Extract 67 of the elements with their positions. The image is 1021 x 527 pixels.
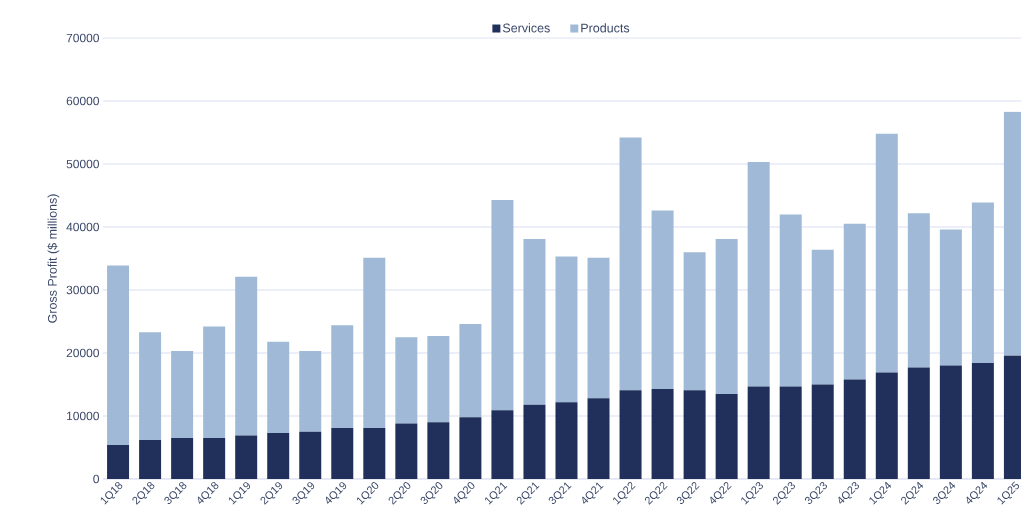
bar <box>555 402 578 479</box>
y-tick-label: 30000 <box>66 285 100 295</box>
bar <box>267 433 290 479</box>
bar <box>235 435 258 479</box>
bar <box>363 257 386 428</box>
bar <box>171 351 194 439</box>
legend-label: Services <box>502 23 550 33</box>
bar <box>651 388 674 479</box>
bar <box>107 265 130 445</box>
bar <box>587 398 610 479</box>
bar <box>651 210 674 389</box>
y-tick-label: 60000 <box>66 96 100 106</box>
bar <box>843 223 866 380</box>
y-axis-title: Gross Profit ($ millions) <box>47 194 60 323</box>
bar <box>587 257 610 399</box>
bar <box>395 423 418 479</box>
bar <box>107 444 130 479</box>
bar <box>459 324 482 418</box>
bar <box>299 431 322 479</box>
bar <box>139 439 162 479</box>
bar <box>907 367 930 479</box>
y-tick-label: 40000 <box>66 222 100 232</box>
bar <box>139 332 162 440</box>
bar <box>619 137 642 391</box>
bar <box>779 386 802 479</box>
bar <box>459 417 482 479</box>
bar <box>939 365 962 479</box>
y-tick-label: 50000 <box>66 159 100 169</box>
y-tick-label: 20000 <box>66 348 100 358</box>
bar <box>715 238 738 394</box>
bar <box>555 256 578 403</box>
bar <box>491 410 514 479</box>
bar <box>715 393 738 479</box>
bar <box>267 341 290 433</box>
bar <box>619 390 642 479</box>
y-tick-label: 70000 <box>66 33 100 43</box>
bar <box>939 229 962 366</box>
bar <box>171 438 194 479</box>
bar <box>523 404 546 479</box>
bar <box>299 351 322 432</box>
bar <box>811 384 834 479</box>
bar <box>747 162 770 387</box>
bar <box>971 363 994 479</box>
bar <box>971 202 994 364</box>
legend-label: Products <box>581 23 630 33</box>
bar <box>395 337 418 424</box>
bar <box>491 199 514 411</box>
bar <box>331 325 354 428</box>
bar <box>427 335 450 423</box>
bar <box>203 438 226 479</box>
bar <box>235 276 258 436</box>
bar <box>203 326 226 439</box>
bar <box>875 133 898 373</box>
y-tick-label: 10000 <box>67 411 100 421</box>
bar <box>331 427 354 479</box>
bar <box>683 390 706 479</box>
bar <box>747 386 770 479</box>
bar <box>523 238 546 405</box>
y-tick-label: 0 <box>93 474 100 484</box>
bar <box>811 249 834 385</box>
bar <box>843 379 866 479</box>
bar <box>683 252 706 391</box>
bar <box>779 214 802 387</box>
bar <box>363 427 386 479</box>
bar <box>875 372 898 479</box>
bar <box>427 422 450 479</box>
bar <box>907 213 930 368</box>
